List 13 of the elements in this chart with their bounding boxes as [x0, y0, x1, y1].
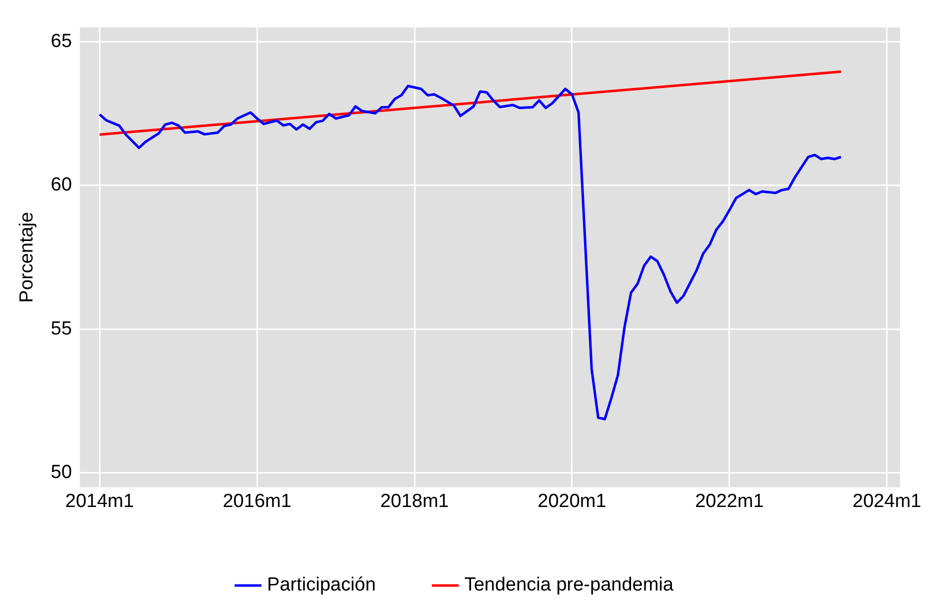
x-tick-label: 2016m1: [222, 490, 292, 512]
x-tick-label: 2024m1: [852, 490, 922, 512]
y-tick-label: 55: [50, 318, 72, 340]
y-tick-label: 60: [50, 174, 72, 196]
x-tick-label: 2014m1: [65, 490, 134, 512]
y-axis-title: Porcentaje: [16, 212, 38, 303]
y-tick-label: 50: [50, 462, 72, 484]
legend-label: Tendencia pre-pandemia: [464, 574, 674, 596]
x-tick-label: 2020m1: [538, 490, 606, 512]
x-tick-label: 2022m1: [695, 490, 764, 512]
legend-label: Participación: [267, 574, 376, 596]
x-tick-label: 2018m1: [380, 490, 449, 512]
y-tick-label: 65: [50, 31, 72, 52]
